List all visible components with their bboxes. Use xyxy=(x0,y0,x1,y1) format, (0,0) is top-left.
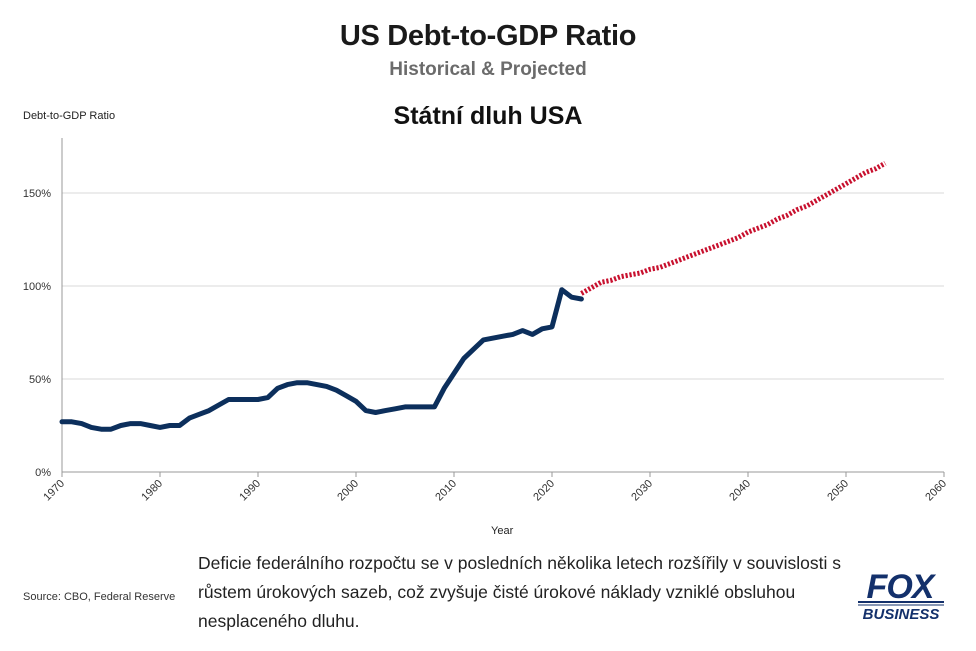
x-tick-label: 2020 xyxy=(531,478,557,504)
projected-series-line xyxy=(580,161,887,296)
y-tick-label: 150% xyxy=(23,188,51,200)
chart-plot: 0% 50% 100% 150% 1970 1980 1990 2000 2010 2020 203… xyxy=(23,138,949,503)
tick-labels: 0% 50% 100% 150% 1970 1980 1990 2000 2010 2020 203… xyxy=(23,188,949,503)
grid-lines xyxy=(62,192,944,473)
x-axis-label: Year xyxy=(491,525,514,537)
x-tick-label: 2060 xyxy=(923,478,949,504)
y-axis-label: Debt-to-GDP Ratio xyxy=(23,110,116,122)
logo-fox-text: FOX xyxy=(867,568,937,606)
x-tick-label: 2050 xyxy=(825,478,851,504)
y-tick-label: 50% xyxy=(29,374,51,386)
axes xyxy=(61,138,945,477)
series-lines xyxy=(59,161,887,432)
x-tick-label: 1980 xyxy=(139,478,165,504)
x-tick-label: 2010 xyxy=(433,478,459,504)
source-note: Source: CBO, Federal Reserve xyxy=(23,591,176,603)
y-tick-label: 100% xyxy=(23,281,51,293)
overlay-title: Státní dluh USA xyxy=(393,102,583,130)
historical-series-line xyxy=(59,287,584,432)
y-tick-label: 0% xyxy=(35,467,51,479)
x-tick-label: 1990 xyxy=(237,478,263,504)
chart-subtitle: Historical & Projected xyxy=(389,59,587,80)
fox-business-logo: FOX BUSINESS xyxy=(852,568,948,622)
x-tick-label: 2000 xyxy=(335,478,361,504)
x-tick-label: 2040 xyxy=(727,478,753,504)
caption-text: Deficie federálního rozpočtu se v posled… xyxy=(190,545,856,640)
logo-business-text: BUSINESS xyxy=(863,606,940,622)
x-tick-label: 1970 xyxy=(41,478,67,504)
x-tick-label: 2030 xyxy=(629,478,655,504)
chart-title: US Debt-to-GDP Ratio xyxy=(339,20,637,52)
